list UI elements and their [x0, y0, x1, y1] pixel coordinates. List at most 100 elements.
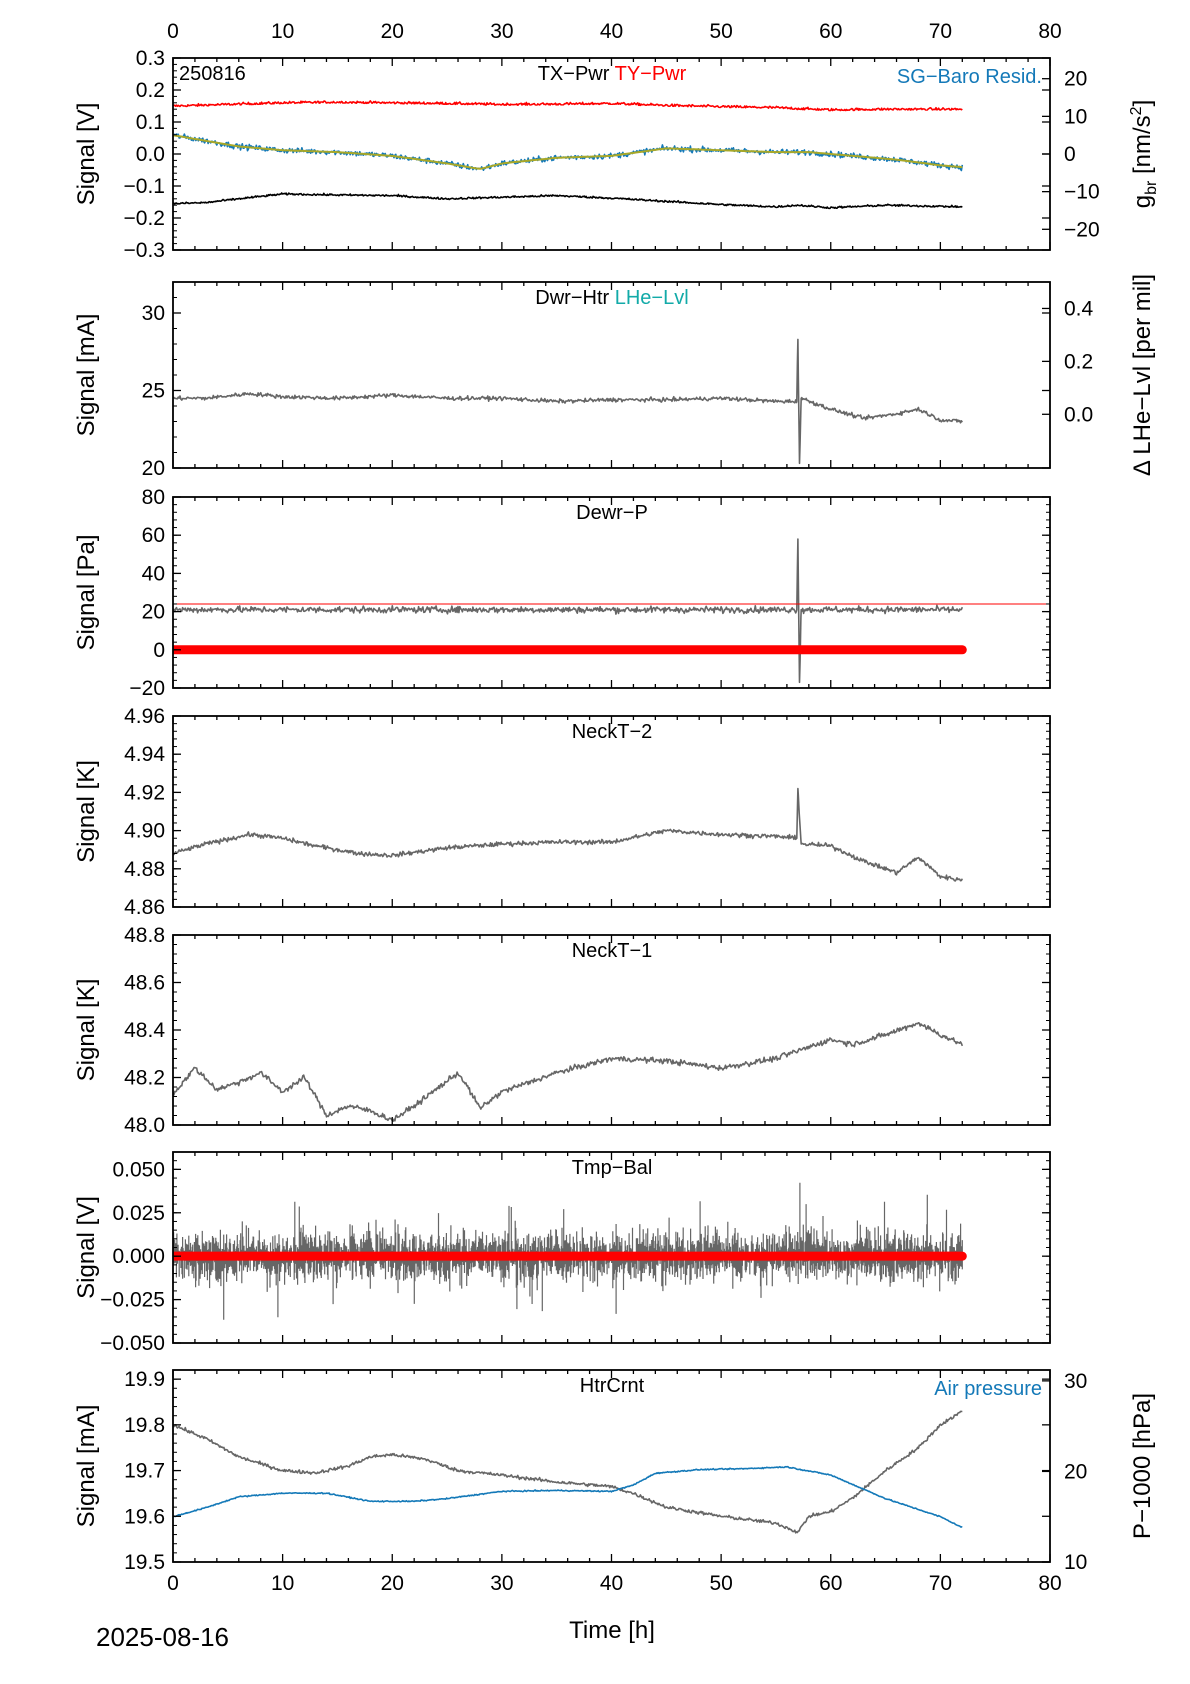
x-tick-label: 50 — [709, 1572, 732, 1595]
panel-label: Dewr−P — [576, 502, 648, 524]
y2-tick-label: 10 — [1064, 1551, 1087, 1574]
y-axis-title: Signal [K] — [73, 760, 100, 863]
x-tick-label: 30 — [490, 1572, 513, 1595]
y2-axis-title: P−1000 [hPa] — [1129, 1393, 1156, 1539]
panel-frame — [172, 715, 1051, 908]
y-tick-label: 20 — [142, 601, 165, 624]
panel-dewr-p: 80 60 40 20 0 −20 Signal [Pa] Dewr−P — [73, 486, 1051, 700]
panel-neckt-1: 48.8 48.6 48.4 48.2 48.0 Signal [K] NeckT−1 — [73, 924, 1051, 1137]
y-tick-label: 0.000 — [112, 1245, 165, 1268]
y-tick-label: 48.2 — [124, 1067, 165, 1090]
y-axis-title: Signal [mA] — [73, 1405, 100, 1528]
panel-label: HtrCrnt — [580, 1375, 645, 1397]
y2-tick-label: −10 — [1064, 181, 1100, 204]
x-tick-label: 70 — [929, 1572, 952, 1595]
y-axis-title: Signal [V] — [73, 103, 100, 206]
x-tick-label: 30 — [490, 20, 513, 43]
y-axis-title: Signal [mA] — [73, 314, 100, 437]
x-tick-label: 70 — [929, 20, 952, 43]
y-tick-label: 19.9 — [124, 1368, 165, 1391]
series-group — [173, 538, 1050, 684]
y2-axis-title: Δ LHe−Lvl [per mil] — [1129, 274, 1156, 476]
series-group — [173, 100, 964, 212]
series-group — [173, 1182, 967, 1320]
panel-dwr-htr: 30 25 20 0.4 0.2 0.0 Signal [mA] Δ LHe−Lvl [per… — [73, 274, 1156, 480]
y-tick-label: 4.92 — [124, 781, 165, 804]
y-tick-label: −0.3 — [124, 239, 165, 262]
y-tick-label: −0.2 — [124, 207, 165, 230]
top-x-tick-labels: 0 10 20 30 40 50 60 70 80 — [167, 20, 1062, 43]
series-neckt-1-0-line — [173, 1022, 964, 1122]
y2-tick-label: 10 — [1064, 105, 1087, 128]
y-tick-label: 0 — [153, 639, 165, 662]
y2-tick-label: 0.4 — [1064, 297, 1094, 320]
x-tick-label: 80 — [1038, 1572, 1061, 1595]
y-tick-label: 48.4 — [124, 1019, 165, 1042]
y2-tick-label: 0 — [1064, 143, 1076, 166]
panel-label: Dwr−Htr LHe−Lvl — [535, 287, 688, 309]
panel-frame — [172, 496, 1051, 689]
series-htrcrnt-1-line — [173, 1465, 963, 1528]
x-tick-label: 20 — [381, 20, 404, 43]
x-tick-label: 10 — [271, 1572, 294, 1595]
y2-tick-label: 0.0 — [1064, 403, 1093, 426]
y2-tick-label: 0.2 — [1064, 350, 1093, 373]
series-tx-ty-pwr-0-line — [173, 100, 963, 112]
x-tick-label: 40 — [600, 20, 623, 43]
bottom-x-tick-labels: 0 10 20 30 40 50 60 70 80 — [167, 1572, 1062, 1595]
y-tick-label: 48.0 — [124, 1114, 165, 1137]
y-tick-label: 4.86 — [124, 896, 165, 919]
panel-frame — [172, 1369, 1051, 1563]
y-tick-label: −0.050 — [100, 1332, 165, 1355]
y-axis-title: Signal [Pa] — [73, 534, 100, 650]
x-tick-label: 60 — [819, 20, 842, 43]
series-neckt-2-0-line — [173, 787, 964, 882]
panel-label: Tmp−Bal — [572, 1157, 653, 1179]
y-tick-label: 48.8 — [124, 924, 165, 947]
x-tick-label: 40 — [600, 1572, 623, 1595]
x-axis-title: Time [h] — [569, 1617, 655, 1644]
y-tick-label: 60 — [142, 524, 165, 547]
y-tick-label: 0.2 — [136, 79, 165, 102]
y-tick-label: 48.6 — [124, 972, 165, 995]
x-tick-label: 20 — [381, 1572, 404, 1595]
x-tick-label: 60 — [819, 1572, 842, 1595]
y-tick-label: −20 — [129, 677, 165, 700]
series-group — [173, 1022, 964, 1122]
panel-tx-ty-pwr: 0.3 0.2 0.1 0.0 −0.1 −0.2 −0.3 20 10 0 −10 −20 Signa… — [73, 47, 1160, 262]
series-group — [173, 1410, 963, 1534]
panel-frame — [172, 281, 1051, 469]
y-tick-label: 4.88 — [124, 858, 165, 881]
right-series-label: Air pressure — [934, 1378, 1042, 1400]
y-tick-label: 19.8 — [124, 1414, 165, 1437]
y-tick-label: 80 — [142, 486, 165, 509]
panel-label: NeckT−1 — [572, 940, 653, 962]
series-group — [173, 338, 963, 465]
x-tick-label: 0 — [167, 20, 179, 43]
series-htrcrnt-0-line — [173, 1410, 963, 1534]
y-tick-label: 19.5 — [124, 1551, 165, 1574]
y-tick-label: 19.6 — [124, 1505, 165, 1528]
right-series-label: SG−Baro Resid. — [897, 66, 1042, 88]
y-tick-label: 4.96 — [124, 705, 165, 728]
date-label: 2025-08-16 — [96, 1622, 229, 1652]
y-tick-label: 19.7 — [124, 1460, 165, 1483]
panel-label: NeckT−2 — [572, 721, 653, 743]
series-dewr-p-0-line — [173, 538, 964, 684]
y-tick-label: 4.94 — [124, 743, 165, 766]
series-tx-ty-pwr-0-trend — [173, 103, 963, 114]
panel-htrcrnt: 19.9 19.8 19.7 19.6 19.5 30 20 10 Signal [mA] P−1… — [73, 1368, 1156, 1574]
panel-neckt-2: 4.96 4.94 4.92 4.90 4.88 4.86 Signal [K] NeckT−… — [73, 705, 1051, 919]
x-tick-label: 50 — [709, 20, 732, 43]
x-tick-label: 10 — [271, 20, 294, 43]
series-tmp-bal-0-band — [173, 1182, 963, 1320]
series-dwr-htr-0-line — [173, 338, 963, 465]
y-tick-label: 4.90 — [124, 820, 165, 843]
y-tick-label: 40 — [142, 562, 165, 585]
y-tick-label: −0.025 — [100, 1289, 165, 1312]
corner-label: 250816 — [179, 63, 246, 85]
y-tick-label: 0.1 — [136, 111, 165, 134]
y-tick-label: −0.1 — [124, 175, 165, 198]
panel-label: TX−Pwr TY−Pwr — [538, 63, 687, 85]
